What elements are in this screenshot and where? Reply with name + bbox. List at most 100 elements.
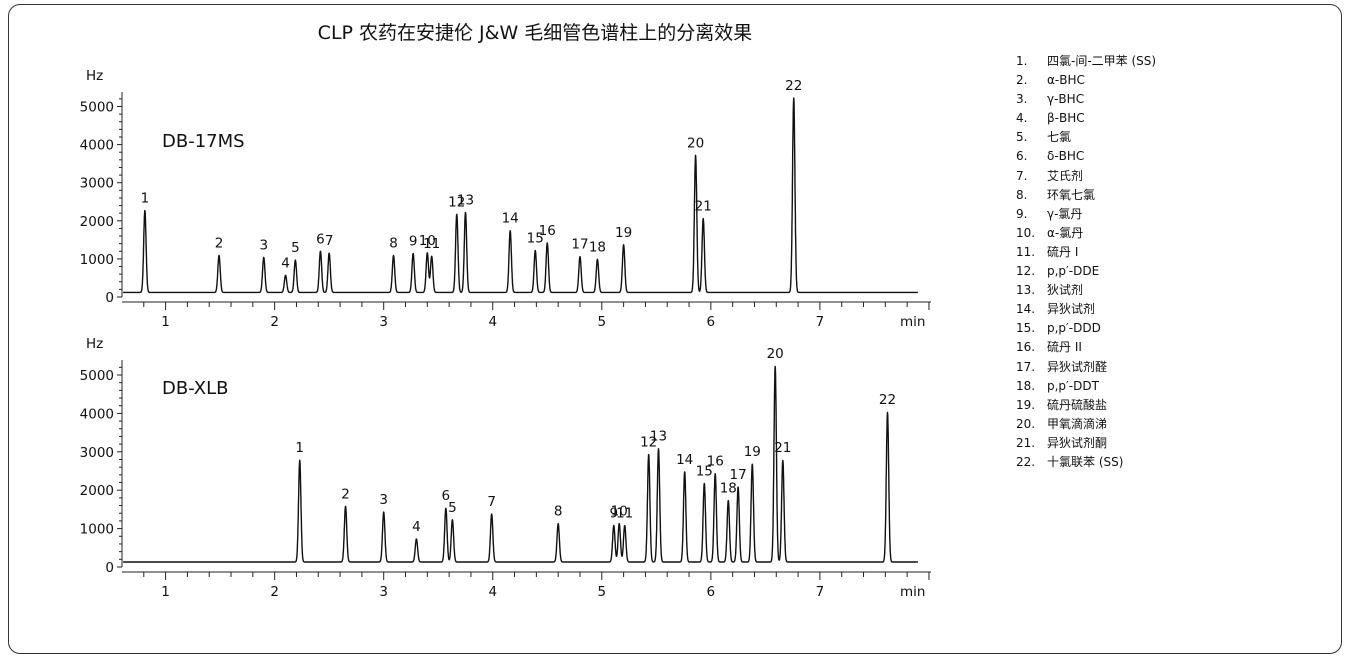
y-axis-unit: Hz <box>86 68 103 84</box>
peak-label: 9 <box>409 234 418 250</box>
legend-item-number: 9. <box>1016 206 1028 221</box>
legend-item-number: 17. <box>1016 359 1036 374</box>
peak-label: 5 <box>291 240 300 256</box>
legend-item: 11. 硫丹 I <box>1016 243 1156 262</box>
peak-label: 13 <box>457 192 474 208</box>
legend-item-number: 8. <box>1016 187 1028 202</box>
x-tick-label: 4 <box>488 584 497 600</box>
peak-label: 18 <box>720 481 737 497</box>
y-tick-label: 4000 <box>80 406 114 422</box>
legend-item: 1. 四氯-间-二甲苯 (SS) <box>1016 52 1156 71</box>
peak-label: 21 <box>774 440 791 456</box>
y-tick-label: 1000 <box>80 522 114 538</box>
legend-item-name: 异狄试剂 <box>1047 302 1096 317</box>
legend-item-name: 异狄试剂酮 <box>1047 435 1108 450</box>
y-tick-label: 2000 <box>80 483 114 499</box>
y-tick-label: 0 <box>105 290 114 306</box>
peak-label: 4 <box>281 255 290 271</box>
peak-label: 5 <box>448 500 457 516</box>
legend-item: 7. 艾氏剂 <box>1016 167 1156 186</box>
chromatogram-trace <box>122 365 919 563</box>
peak-label: 15 <box>527 231 544 247</box>
legend-item: 4. β-BHC <box>1016 109 1156 128</box>
x-tick-label: 3 <box>379 314 388 330</box>
legend-item: 22. 十氯联苯 (SS) <box>1016 453 1156 472</box>
legend-item-number: 18. <box>1016 378 1036 393</box>
chromatogram-trace <box>122 97 919 294</box>
peak-label: 10 <box>419 233 436 249</box>
y-tick-label: 5000 <box>80 100 114 116</box>
legend-item-name: 异狄试剂醛 <box>1047 359 1108 374</box>
legend-item-number: 21. <box>1016 435 1036 450</box>
peak-label: 18 <box>589 239 606 255</box>
legend-item-number: 15. <box>1016 321 1036 336</box>
peak-label: 15 <box>696 463 713 479</box>
legend-item-number: 5. <box>1016 130 1028 145</box>
peak-label: 6 <box>442 488 451 504</box>
legend-item-number: 1. <box>1016 54 1028 68</box>
legend-item-number: 7. <box>1016 168 1028 183</box>
chart-title: CLP 农药在安捷伦 J&W 毛细管色谱柱上的分离效果 <box>317 22 753 44</box>
peak-label: 8 <box>389 235 398 251</box>
peak-label: 22 <box>879 392 896 408</box>
peak-label: 21 <box>695 199 712 215</box>
column-name-label: DB-XLB <box>162 378 229 399</box>
legend-item: 21. 异狄试剂酮 <box>1016 434 1156 453</box>
legend-item: 20. 甲氧滴滴涕 <box>1016 415 1156 434</box>
column-name-label: DB-17MS <box>162 131 245 152</box>
y-tick-label: 4000 <box>80 138 114 154</box>
y-tick-label: 2000 <box>80 214 114 230</box>
legend-item: 6. δ-BHC <box>1016 147 1156 166</box>
legend-item-name: 十氯联苯 (SS) <box>1047 454 1124 469</box>
legend-item-number: 19. <box>1016 397 1036 412</box>
peak-label: 9 <box>609 506 618 522</box>
x-tick-label: 1 <box>161 314 170 330</box>
peak-label: 19 <box>744 444 761 460</box>
peak-label: 20 <box>767 346 784 362</box>
peak-label: 20 <box>687 135 704 151</box>
peak-label: 22 <box>785 78 802 94</box>
legend-item: 9. γ-氯丹 <box>1016 205 1156 224</box>
x-tick-label: 5 <box>598 584 607 600</box>
peak-label: 7 <box>487 494 496 510</box>
legend-item-number: 2. <box>1016 73 1028 88</box>
x-tick-label: 2 <box>270 584 279 600</box>
y-tick-label: 3000 <box>80 176 114 192</box>
peak-label: 11 <box>616 506 633 522</box>
legend-item: 13. 狄试剂 <box>1016 281 1156 300</box>
legend-item-number: 10. <box>1016 225 1036 240</box>
legend-item-number: 4. <box>1016 111 1028 126</box>
y-tick-label: 3000 <box>80 445 114 461</box>
legend-item-name: 甲氧滴滴涕 <box>1047 416 1108 431</box>
x-tick-label: 7 <box>816 314 825 330</box>
legend-item-name: α-BHC <box>1047 73 1085 88</box>
peak-label: 6 <box>316 231 325 247</box>
legend-item: 12. p,p′-DDE <box>1016 262 1156 281</box>
legend-item-number: 11. <box>1016 244 1036 259</box>
legend-item-number: 13. <box>1016 283 1036 298</box>
legend-item: 10. α-氯丹 <box>1016 224 1156 243</box>
peak-label: 4 <box>412 519 421 535</box>
legend-item-name: 环氧七氯 <box>1047 187 1096 202</box>
legend-item: 15. p,p′-DDD <box>1016 319 1156 338</box>
legend-item-name: 狄试剂 <box>1047 283 1084 298</box>
legend-item-number: 22. <box>1016 454 1036 469</box>
legend-item: 17. 异狄试剂醛 <box>1016 358 1156 377</box>
peak-label: 10 <box>611 504 628 520</box>
x-tick-label: 1 <box>161 584 170 600</box>
peak-label: 12 <box>640 434 657 450</box>
peak-label: 14 <box>676 452 693 468</box>
peak-label: 3 <box>259 237 268 253</box>
legend-item-name: α-氯丹 <box>1047 225 1084 240</box>
peak-label: 17 <box>730 467 747 483</box>
peak-label: 8 <box>554 504 563 520</box>
x-tick-label: 7 <box>816 584 825 600</box>
peak-legend: 1. 四氯-间-二甲苯 (SS) 2. α-BHC 3. γ-BHC 4. β-BHC 5. 七氯… <box>1016 52 1156 472</box>
x-tick-label: 5 <box>598 314 607 330</box>
legend-item-name: 硫丹 I <box>1047 244 1079 259</box>
legend-item: 2. α-BHC <box>1016 71 1156 90</box>
peak-label: 14 <box>502 211 519 227</box>
peak-label: 13 <box>650 429 667 445</box>
